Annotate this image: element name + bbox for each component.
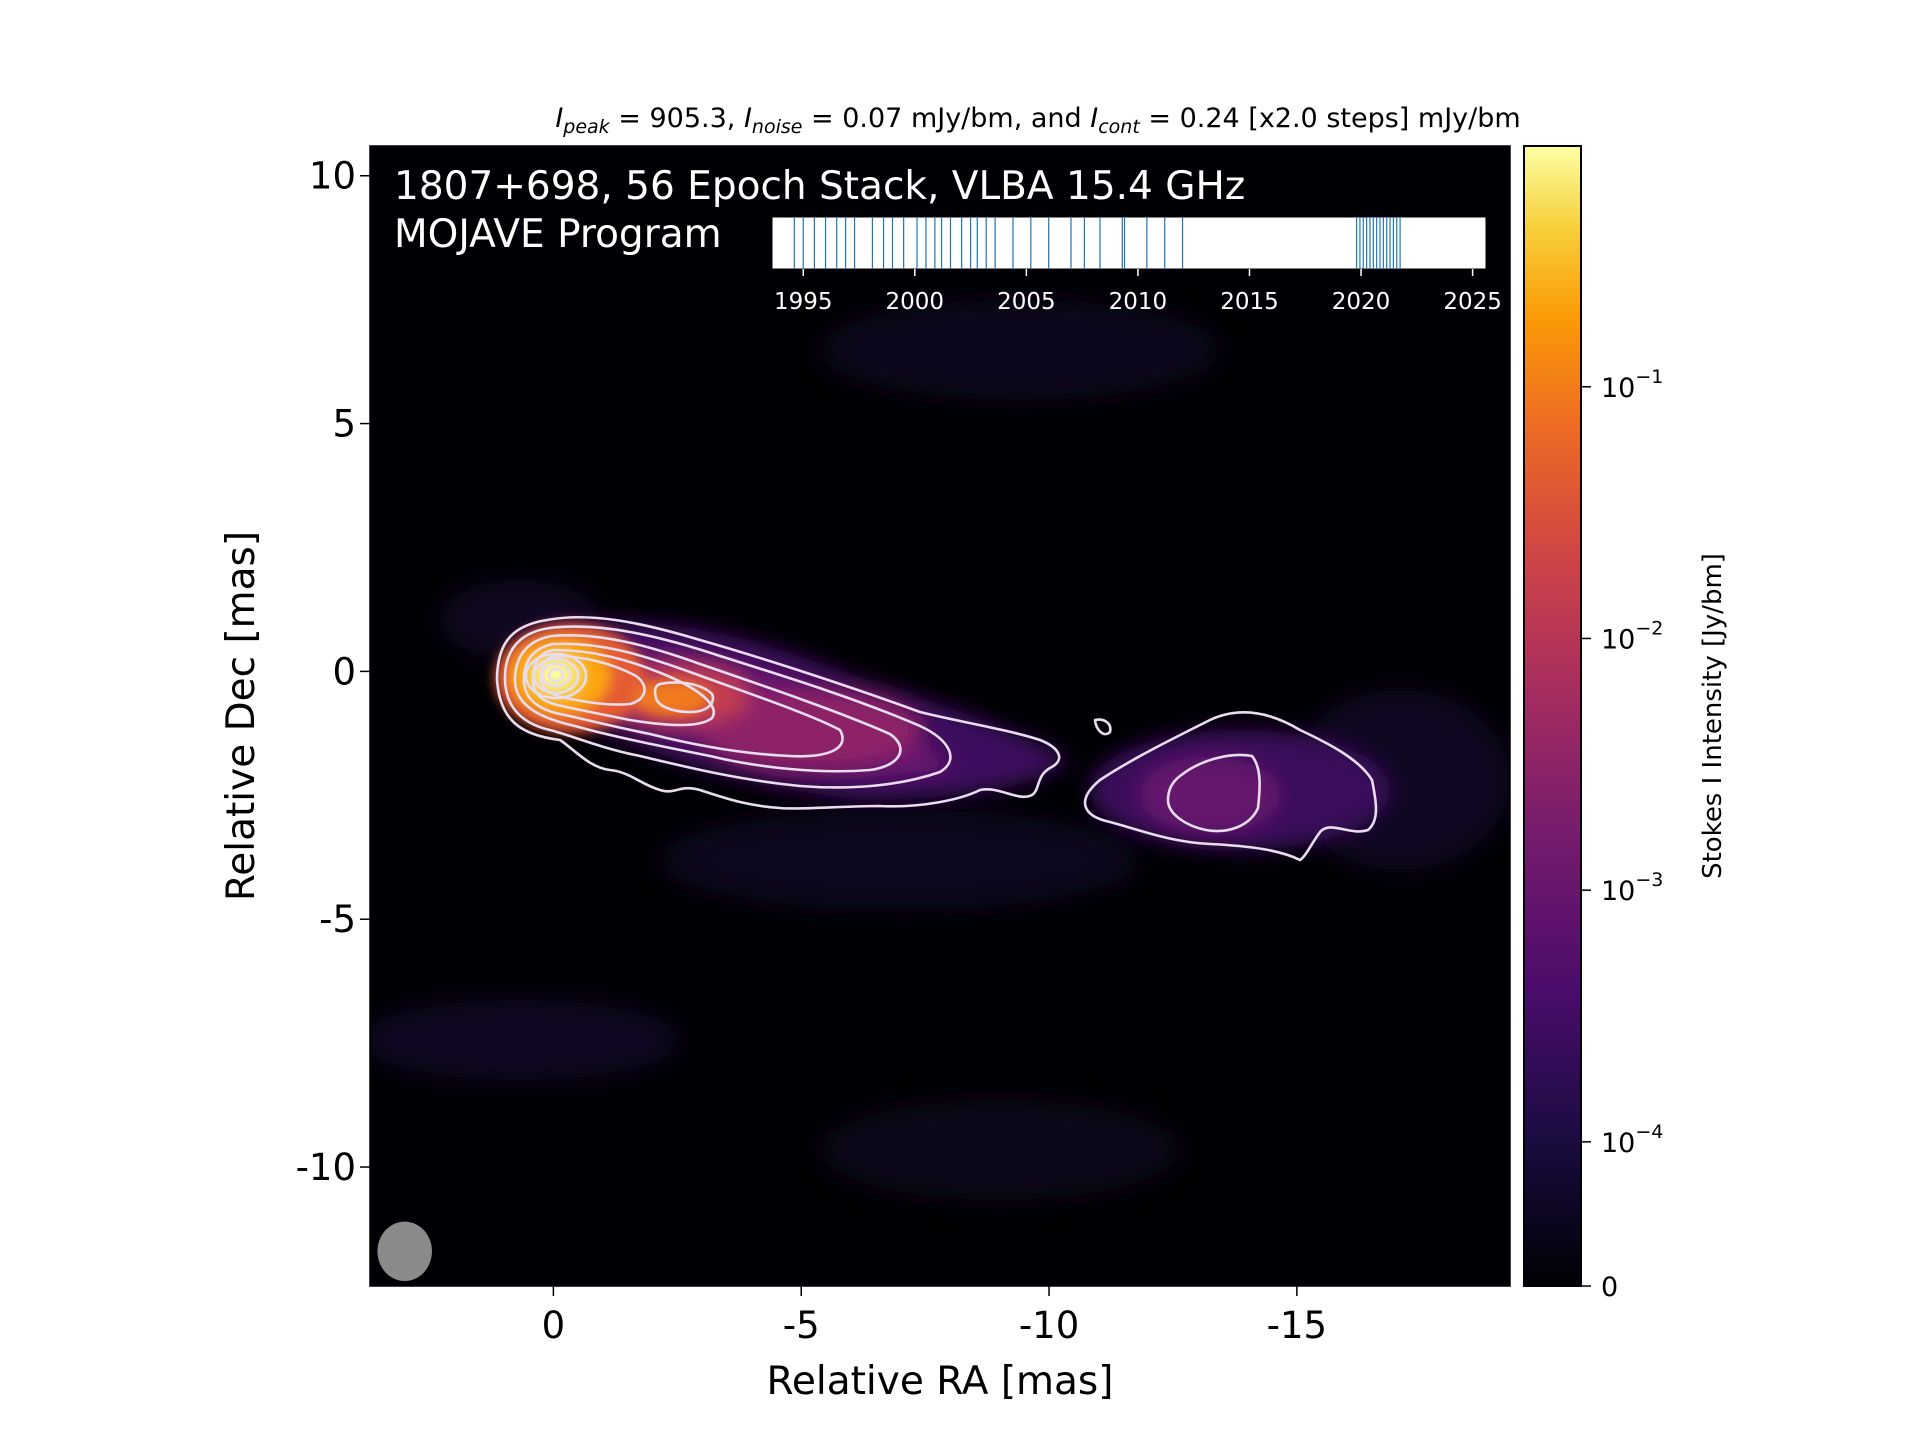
y-tick-label: -10 (296, 1146, 356, 1189)
colorbar-tick-label: 10−1 (1601, 366, 1663, 404)
header-part: noise (752, 116, 803, 138)
intensity-map: 1807+698, 56 Epoch Stack, VLBA 15.4 GHz … (370, 164, 1510, 1282)
map-title-line1: 1807+698, 56 Epoch Stack, VLBA 15.4 GHz (394, 164, 1245, 209)
x-tick-label: -10 (1019, 1304, 1079, 1347)
timeline-tick-label: 2005 (997, 289, 1056, 315)
contour-lines (495, 615, 1378, 862)
colorbar-label: Stokes I Intensity [Jy/bm] (1698, 553, 1728, 879)
header-part: = 0.07 mJy/bm, and (802, 103, 1090, 134)
y-tick-label: 5 (332, 403, 356, 446)
haze-region (370, 1000, 680, 1080)
header-part: = 905.3, (610, 103, 744, 134)
jet-knot (700, 690, 920, 770)
contour (532, 657, 580, 695)
timeline-box (771, 216, 1487, 270)
haze-region (820, 300, 1220, 400)
x-tick-label: 0 (542, 1304, 566, 1347)
timeline-tick-label: 2015 (1220, 289, 1279, 315)
colorbar-tick-exponent: −3 (1635, 869, 1663, 891)
epoch-timeline: 1995 2000 2005 2010 2015 2020 2025 (771, 216, 1502, 315)
colorbar-tick-base: 10 (1601, 876, 1635, 907)
timeline-tick-label: 2020 (1332, 289, 1391, 315)
x-tick-label: -15 (1267, 1304, 1327, 1347)
haze-region (660, 810, 1140, 910)
contour (522, 642, 844, 758)
y-tick-label: 0 (332, 650, 356, 693)
colorbar-tick-exponent: −1 (1635, 366, 1663, 388)
header-part: I (555, 103, 563, 134)
figure-header: Ipeak = 905.3, Inoise = 0.07 mJy/bm, and… (555, 103, 1520, 138)
colorbar-tick-exponent: −2 (1635, 617, 1663, 639)
faint-haze (370, 300, 1510, 1200)
y-tick-label: 10 (309, 155, 356, 198)
colorbar-tick-label: 0 (1601, 1272, 1618, 1303)
contour (531, 648, 715, 727)
colorbar (1523, 145, 1582, 1287)
timeline-tick-label: 2000 (886, 289, 945, 315)
map-title-line2: MOJAVE Program (394, 212, 722, 257)
contour (524, 652, 588, 700)
header-part: = 0.24 [x2.0 steps] mJy/bm (1140, 103, 1521, 134)
colorbar-tick-base: 0 (1601, 1272, 1618, 1303)
timeline-tick-label: 2025 (1443, 289, 1502, 315)
contour-peak (547, 667, 565, 683)
y-axis-ticks: 10 5 0 -5 -10 (296, 155, 370, 1189)
colorbar-tick-exponent: −4 (1635, 1121, 1663, 1143)
beam-ellipse (377, 1221, 432, 1282)
contour-knot (653, 681, 715, 714)
contour (503, 625, 952, 789)
contour (513, 634, 902, 773)
x-axis-label: Relative RA [mas] (767, 1359, 1114, 1404)
epoch-lines (793, 217, 1401, 269)
x-tick-label: -5 (783, 1304, 820, 1347)
haze-region (820, 1100, 1180, 1200)
colorbar-ticks: 10−110−210−310−40 (1581, 366, 1663, 1303)
plot-frame (369, 145, 1511, 1287)
timeline-tick-label: 1995 (774, 289, 833, 315)
timeline-tick-label: 2010 (1109, 289, 1168, 315)
y-tick-label: -5 (319, 898, 356, 941)
contour-island (1093, 718, 1112, 736)
contour-outer-lobe (1083, 710, 1378, 862)
colorbar-tick-label: 10−4 (1601, 1121, 1663, 1159)
header-part: cont (1098, 116, 1141, 138)
colorbar-tick-base: 10 (1601, 373, 1635, 404)
x-axis-ticks: 0 -5 -10 -15 (542, 1286, 1327, 1347)
header-part: peak (562, 116, 610, 138)
header-part: I (1090, 103, 1098, 134)
contour-lowest (495, 615, 1061, 810)
colorbar-tick-label: 10−3 (1601, 869, 1663, 907)
contour (540, 662, 572, 688)
colorbar-tick-label: 10−2 (1601, 617, 1663, 655)
colorbar-tick-base: 10 (1601, 1128, 1635, 1159)
contour-outer-lobe-inner (1166, 753, 1261, 833)
y-axis-label: Relative Dec [mas] (219, 531, 264, 901)
header-part: I (744, 103, 752, 134)
timeline-ticks: 1995 2000 2005 2010 2015 2020 2025 (774, 269, 1502, 315)
colorbar-tick-base: 10 (1601, 624, 1635, 655)
